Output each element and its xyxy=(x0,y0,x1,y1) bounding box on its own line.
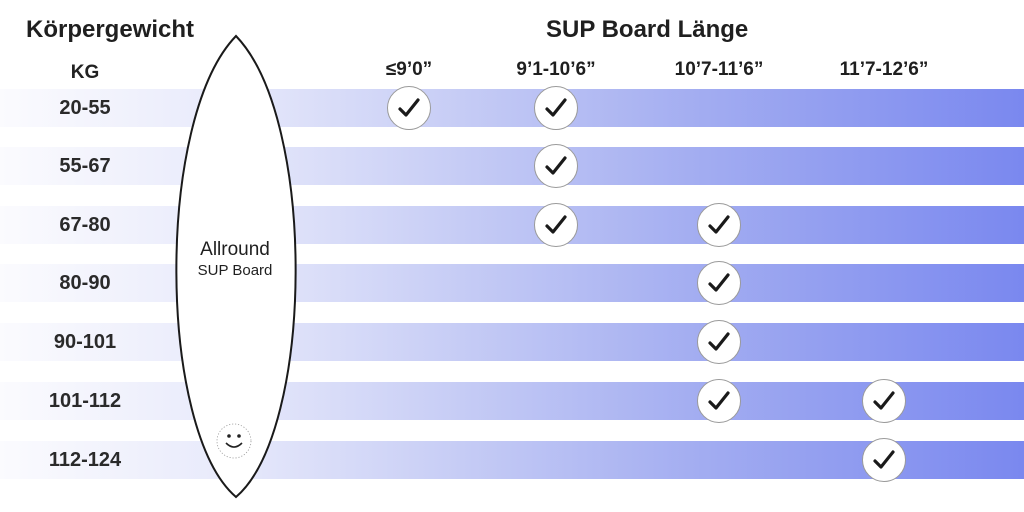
row-axis-title: Körpergewicht xyxy=(26,16,195,43)
row-band xyxy=(0,264,1024,302)
row-band xyxy=(0,89,1024,127)
row-label: 20-55 xyxy=(59,97,111,119)
row-band xyxy=(0,206,1024,244)
check-icon xyxy=(534,144,578,188)
column-header: 11’7-12’6” xyxy=(839,59,929,80)
check-icon xyxy=(697,320,741,364)
check-icon xyxy=(697,379,741,423)
board-logo xyxy=(216,423,252,459)
row-label: 101-112 xyxy=(48,390,122,412)
check-icon xyxy=(862,379,906,423)
row-band xyxy=(0,382,1024,420)
check-icon xyxy=(534,86,578,130)
row-band xyxy=(0,147,1024,185)
check-icon xyxy=(697,203,741,247)
check-icon xyxy=(697,261,741,305)
row-unit-label: KG xyxy=(70,62,100,83)
board-outline xyxy=(175,34,297,499)
check-icon xyxy=(862,438,906,482)
row-label: 80-90 xyxy=(59,272,111,294)
column-header: 10’7-11’6” xyxy=(674,59,764,80)
row-label: 112-124 xyxy=(48,449,122,471)
chart-title: SUP Board Länge xyxy=(546,16,749,43)
check-icon xyxy=(534,203,578,247)
row-band xyxy=(0,441,1024,479)
row-label: 67-80 xyxy=(59,214,111,236)
row-band xyxy=(0,323,1024,361)
column-header: 9’1-10’6” xyxy=(516,59,596,80)
board-subname: SUP Board xyxy=(197,262,273,279)
row-label: 55-67 xyxy=(59,155,111,177)
check-icon xyxy=(387,86,431,130)
row-label: 90-101 xyxy=(53,331,117,353)
column-header: ≤9’0” xyxy=(385,59,433,80)
board-name: Allround xyxy=(200,239,270,260)
